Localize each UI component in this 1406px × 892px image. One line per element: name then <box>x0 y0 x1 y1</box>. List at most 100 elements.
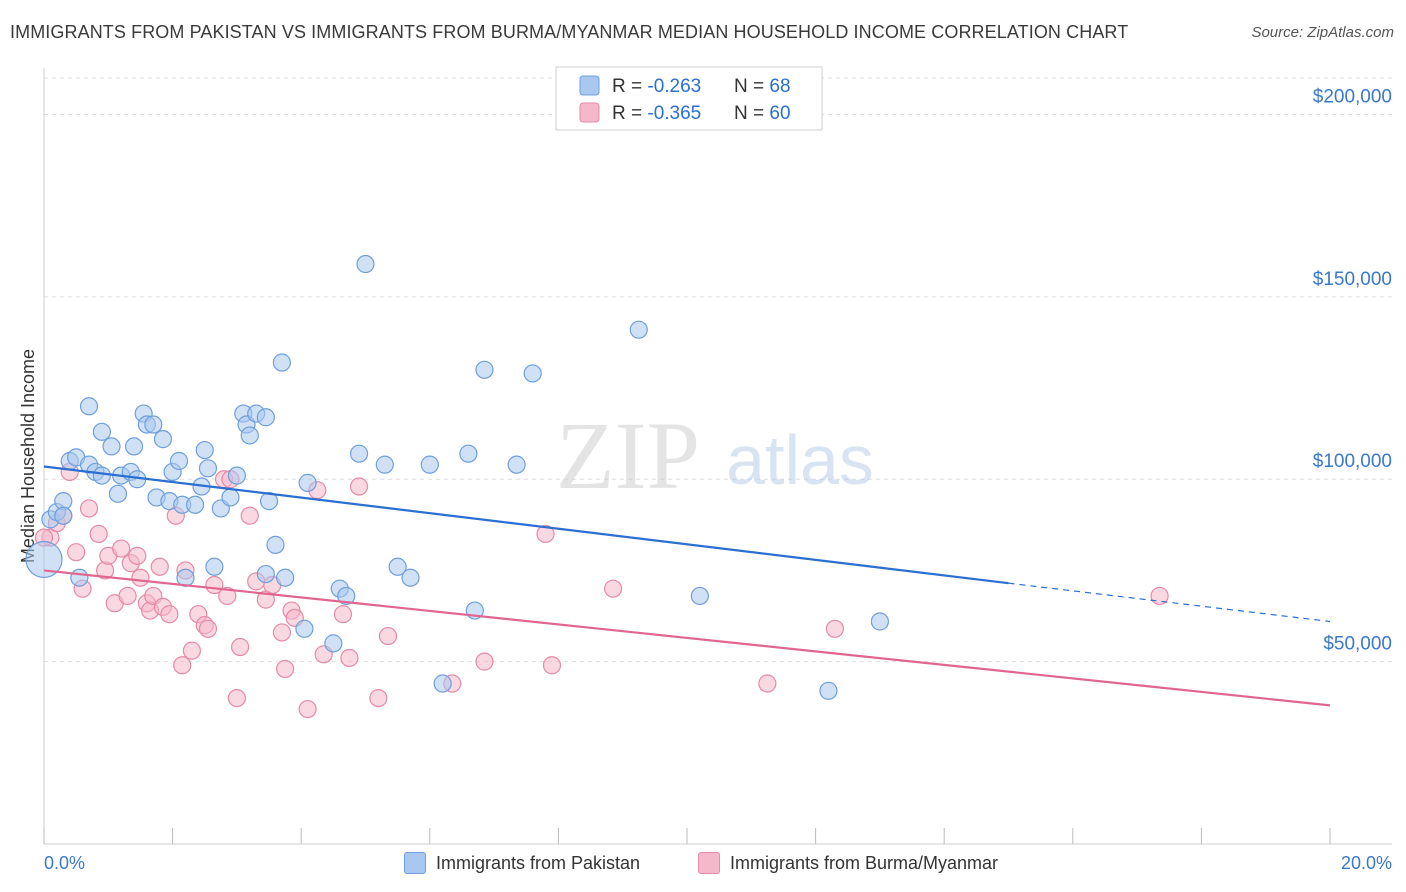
burma-point <box>333 605 353 624</box>
pakistan-trend-line <box>43 465 1009 585</box>
burma-point <box>825 619 844 638</box>
burma-point <box>603 579 623 598</box>
legend-r-value-burma: -0.365 <box>647 103 701 124</box>
burma-point <box>112 539 131 558</box>
burma-point <box>218 586 237 606</box>
pakistan-point <box>507 455 526 474</box>
burma-point <box>198 619 218 638</box>
pakistan-point <box>337 586 356 606</box>
legend-r-value-pakistan: -0.263 <box>647 76 701 97</box>
burma-point <box>349 477 369 496</box>
legend-label-burma: Immigrants from Burma/Myanmar <box>730 852 999 873</box>
burma-point <box>173 656 192 675</box>
burma-point <box>298 699 317 719</box>
watermark-zip: ZIP <box>556 402 700 509</box>
pakistan-point <box>25 540 63 579</box>
legend-n-label-pakistan: N = 68 <box>734 76 791 97</box>
pakistan-point <box>266 535 285 554</box>
legend-n-value-burma: 60 <box>769 103 790 124</box>
pakistan-point <box>388 557 407 576</box>
pakistan-point <box>198 459 218 478</box>
burma-point <box>272 623 292 642</box>
burma-point <box>369 688 388 708</box>
legend-n-label-burma: N = 60 <box>734 103 791 124</box>
pakistan-point <box>144 415 163 434</box>
burma-point <box>150 557 169 576</box>
x-tick-label-min: 0.0% <box>44 853 85 873</box>
burma-point <box>131 568 150 587</box>
burma-point <box>182 641 201 660</box>
pakistan-point <box>227 466 246 485</box>
burma-point <box>160 605 179 624</box>
burma-point <box>227 688 246 708</box>
legend-n-value-pakistan: 68 <box>769 76 790 97</box>
pakistan-point <box>690 586 709 606</box>
pakistan-point <box>819 681 838 700</box>
pakistan-point <box>153 430 173 449</box>
burma-trend-line <box>43 569 1331 707</box>
legend-top-swatch-pakistan <box>579 75 600 96</box>
pakistan-point <box>92 466 111 485</box>
watermark: ZIP atlas <box>556 402 874 509</box>
legend-top-swatch-burma <box>579 102 600 123</box>
burma-point <box>79 499 99 518</box>
y-tick-label: $150,000 <box>1313 269 1392 290</box>
pakistan-point <box>54 506 73 525</box>
burma-point <box>240 506 259 525</box>
burma-point <box>340 648 359 668</box>
pakistan-point <box>70 568 89 587</box>
pakistan-point <box>349 444 369 463</box>
pakistan-point <box>433 674 452 693</box>
pakistan-point <box>523 364 542 383</box>
pakistan-point <box>256 564 275 584</box>
pakistan-point <box>475 360 494 379</box>
pakistan-point <box>240 426 259 445</box>
pakistan-point <box>870 612 890 631</box>
pakistan-point <box>324 634 343 653</box>
pakistan-point <box>629 320 648 339</box>
pakistan-point <box>169 451 189 471</box>
burma-point <box>67 543 86 562</box>
y-tick-label: $50,000 <box>1323 634 1392 655</box>
pakistan-point <box>92 422 111 441</box>
pakistan-point <box>108 484 128 503</box>
pakistan-point <box>195 440 214 460</box>
pakistan-series-points <box>25 254 890 700</box>
y-axis-tick-labels: $50,000 $100,000 $150,000 $200,000 <box>1313 86 1392 654</box>
pakistan-point <box>276 568 295 587</box>
legend-label-pakistan: Immigrants from Pakistan <box>436 852 641 873</box>
chart-title: IMMIGRANTS FROM PAKISTAN VS IMMIGRANTS F… <box>10 22 1129 42</box>
pakistan-point <box>420 455 439 474</box>
pakistan-point <box>221 488 240 507</box>
watermark-atlas: atlas <box>726 421 874 499</box>
burma-point <box>89 524 108 544</box>
legend-bottom: Immigrants from Pakistan Immigrants from… <box>0 852 1406 876</box>
y-tick-label: $200,000 <box>1313 86 1392 107</box>
legend-swatch-pakistan <box>404 852 426 874</box>
legend-r-label-burma: R = -0.365 <box>612 103 701 124</box>
pakistan-trend-extension <box>1008 582 1331 623</box>
burma-point <box>536 524 555 544</box>
burma-point <box>118 586 137 606</box>
pakistan-point <box>205 557 224 576</box>
burma-point <box>475 652 494 671</box>
pakistan-point <box>186 495 205 514</box>
y-tick-label: $100,000 <box>1313 451 1392 472</box>
pakistan-point <box>356 254 375 274</box>
grid-lines <box>44 77 1392 663</box>
source-label: Source: ZipAtlas.com <box>1251 24 1394 41</box>
burma-point <box>231 637 250 657</box>
pakistan-point <box>459 444 478 463</box>
legend-item-pakistan[interactable]: Immigrants from Pakistan <box>404 852 640 874</box>
legend-item-burma[interactable]: Immigrants from Burma/Myanmar <box>698 852 998 874</box>
burma-point <box>378 626 398 646</box>
x-tick-label-max: 20.0% <box>1341 853 1392 873</box>
burma-point <box>276 659 295 679</box>
pakistan-point <box>124 437 144 456</box>
legend-top: R = -0.263 N = 68 R = -0.365 N = 60 <box>555 66 823 131</box>
burma-point <box>128 546 147 565</box>
trend-lines <box>43 465 1331 707</box>
pakistan-point <box>256 408 275 427</box>
pakistan-point <box>79 397 99 416</box>
